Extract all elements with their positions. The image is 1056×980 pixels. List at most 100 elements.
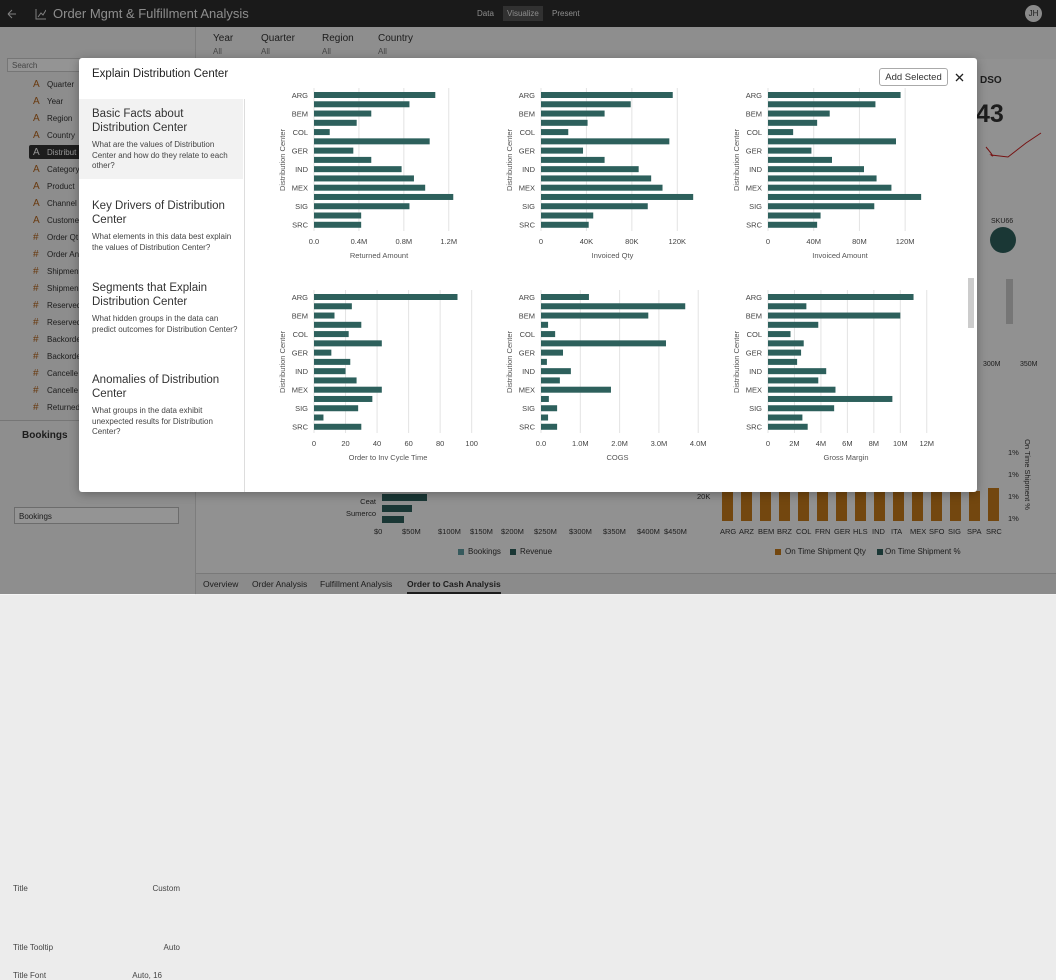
field-name[interactable]: Custome — [47, 216, 80, 225]
field-name[interactable]: Year — [47, 97, 64, 106]
filter-value[interactable]: All — [213, 47, 222, 56]
field-name[interactable]: Returned — [47, 403, 80, 412]
axis-label: $400M — [637, 527, 660, 536]
section-title: Key Drivers of Distribution Center — [92, 200, 225, 226]
field-name[interactable]: Category — [47, 165, 80, 174]
dialog-title: Explain Distribution Center — [92, 68, 229, 80]
filter-value[interactable]: All — [261, 47, 270, 56]
filter-label[interactable]: Year — [213, 33, 234, 44]
axis-label: 300M — [983, 361, 1001, 368]
field-icon: # — [33, 317, 39, 328]
section-description: What hidden groups in the data can predi… — [92, 314, 238, 334]
explain-section[interactable]: Basic Facts about Distribution Center Wha… — [79, 99, 243, 179]
axis-label: $0 — [374, 527, 383, 536]
scrollbar-thumb[interactable] — [968, 278, 974, 328]
sheet-tabs: Overview Order Analysis Fulfillment Analys… — [196, 573, 1056, 595]
field-icon: # — [33, 351, 39, 362]
field-icon: # — [33, 402, 39, 413]
filter-value[interactable]: All — [322, 47, 331, 56]
background-bar — [382, 494, 427, 501]
field-name[interactable]: Shipmen — [47, 284, 79, 293]
property-value: Auto — [163, 943, 180, 952]
scrollbar — [1006, 279, 1013, 324]
mode-tab[interactable]: Present — [552, 9, 580, 18]
category-label: ARG — [720, 527, 737, 536]
axis-label: $100M — [438, 527, 461, 536]
legend-swatch — [510, 549, 516, 555]
mode-tab[interactable]: Data — [477, 9, 494, 18]
property-label: Title — [13, 884, 28, 893]
filter-label[interactable]: Region — [322, 33, 354, 44]
explain-dialog: Explain Distribution Center Add Selected… — [79, 58, 977, 492]
field-icon: A — [33, 79, 40, 90]
category-label: SPA — [967, 527, 982, 536]
legend-label: On Time Shipment Qty — [785, 547, 866, 556]
field-name[interactable]: Country — [47, 131, 76, 140]
explain-section[interactable]: Anomalies of Distribution Center What gro… — [79, 365, 243, 445]
category-label: COL — [796, 527, 812, 536]
field-name[interactable]: Backorde — [47, 335, 81, 344]
legend-label: On Time Shipment % — [885, 547, 961, 556]
category-label: SRC — [986, 527, 1002, 536]
field-name[interactable]: Backorde — [47, 352, 81, 361]
category-label: Ceat — [360, 497, 376, 506]
category-label: HLS — [853, 527, 868, 536]
field-icon: A — [33, 198, 40, 209]
add-selected-button[interactable]: Add Selected — [879, 68, 948, 86]
field-icon: A — [33, 96, 40, 107]
field-icon: A — [33, 164, 40, 175]
section-title: Basic Facts about Distribution Center — [92, 108, 188, 134]
field-name[interactable]: Distribut — [47, 148, 77, 157]
explain-section[interactable]: Key Drivers of Distribution Center What e… — [79, 191, 243, 271]
axis-label: 350M — [1020, 361, 1038, 368]
field-name[interactable]: Reserved — [47, 318, 82, 327]
filter-label[interactable]: Country — [378, 33, 414, 44]
sheet-tab[interactable]: Overview — [203, 579, 239, 589]
field-icon: # — [33, 266, 39, 277]
field-name[interactable]: Order Qt — [47, 233, 79, 242]
field-name[interactable]: Reserved — [47, 301, 82, 310]
section-description: What groups in the data exhibit unexpect… — [92, 406, 213, 436]
field-icon: A — [33, 130, 40, 141]
field-name[interactable]: Cancelle — [47, 369, 79, 378]
filter-value[interactable]: All — [378, 47, 387, 56]
category-label: ARZ — [739, 527, 754, 536]
kpi-value: 43 — [976, 100, 1004, 128]
mode-tab[interactable]: Visualize — [503, 6, 543, 21]
category-label: IND — [872, 527, 885, 536]
close-button[interactable] — [955, 73, 964, 82]
field-name[interactable]: Order An — [47, 250, 80, 259]
axis-label: 20K — [697, 492, 711, 501]
user-avatar[interactable]: JH — [1025, 5, 1042, 22]
field-icon: A — [33, 113, 40, 124]
bubble-label: SKU66 — [991, 218, 1014, 225]
selected-highlight — [29, 145, 81, 159]
category-label: SFO — [929, 527, 945, 536]
axis-label: 1% — [1008, 492, 1019, 501]
section-description: What elements in this data best explain … — [92, 232, 232, 252]
field-name[interactable]: Product — [47, 182, 75, 191]
field-name[interactable]: Region — [47, 114, 73, 123]
field-icon: # — [33, 334, 39, 345]
property-label: Title Font — [13, 971, 47, 980]
sheet-tab[interactable]: Order Analysis — [252, 579, 308, 589]
category-label: BEM — [758, 527, 775, 536]
field-name[interactable]: Shipmen — [47, 267, 79, 276]
sheet-tab[interactable]: Fulfillment Analysis — [320, 579, 393, 589]
field-name[interactable]: Quarter — [47, 80, 75, 89]
field-name[interactable]: Channel — [47, 199, 77, 208]
sheet-tab[interactable]: Order to Cash Analysis — [407, 579, 501, 594]
title-input[interactable]: Bookings — [14, 507, 179, 524]
header: Order Mgmt & Fulfillment Analysis JH Dat… — [0, 0, 1056, 27]
axis-label: $450M — [664, 527, 687, 536]
section-description: What are the values of Distribution Cent… — [92, 140, 228, 170]
field-icon: # — [33, 300, 39, 311]
bubble — [990, 227, 1016, 253]
category-label: BRZ — [777, 527, 792, 536]
field-name[interactable]: Cancelle — [47, 386, 79, 395]
legend-swatch — [775, 549, 781, 555]
background-bar — [382, 505, 412, 512]
background-decor — [382, 132, 1042, 523]
explain-section[interactable]: Segments that Explain Distribution Cente… — [79, 273, 243, 353]
filter-label[interactable]: Quarter — [261, 33, 295, 44]
